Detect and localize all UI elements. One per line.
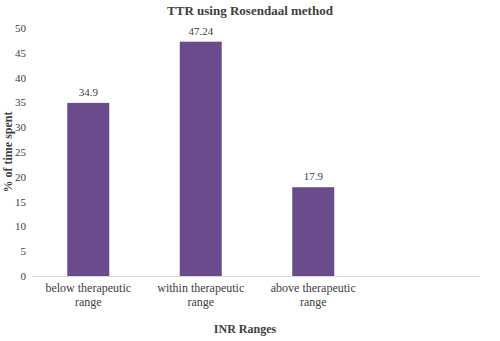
x-axis-line (32, 276, 480, 277)
y-tick-label: 15 (15, 196, 27, 208)
data-label: 34.9 (79, 86, 99, 98)
y-tick-label: 45 (15, 47, 27, 59)
chart-svg: TTR using Rosendaal method % of time spen… (0, 0, 500, 341)
x-axis-label: INR Ranges (214, 322, 277, 336)
y-tick-label: 20 (15, 171, 27, 183)
x-tick-label: below therapeuticrange (45, 281, 131, 309)
y-tick-label: 35 (15, 96, 27, 108)
y-tick-label: 50 (15, 22, 27, 34)
y-tick-label: 40 (15, 72, 27, 84)
bar (292, 187, 334, 276)
bars (67, 42, 334, 276)
x-tick-label: within therapeuticrange (157, 281, 244, 309)
data-label: 17.9 (304, 170, 324, 182)
chart-title: TTR using Rosendaal method (167, 3, 334, 18)
bar (67, 103, 109, 276)
y-tick-label: 0 (21, 270, 27, 282)
y-tick-label: 5 (21, 245, 27, 257)
x-tick-label: above therapeuticrange (271, 281, 356, 309)
data-label: 47.24 (188, 25, 213, 37)
y-tick-label: 25 (15, 146, 27, 158)
y-tick-label: 10 (15, 220, 27, 232)
y-tick-label: 30 (15, 121, 27, 133)
bar (180, 42, 222, 276)
chart-container: TTR using Rosendaal method % of time spen… (0, 0, 500, 341)
y-axis-label: % of time spent (1, 112, 15, 193)
